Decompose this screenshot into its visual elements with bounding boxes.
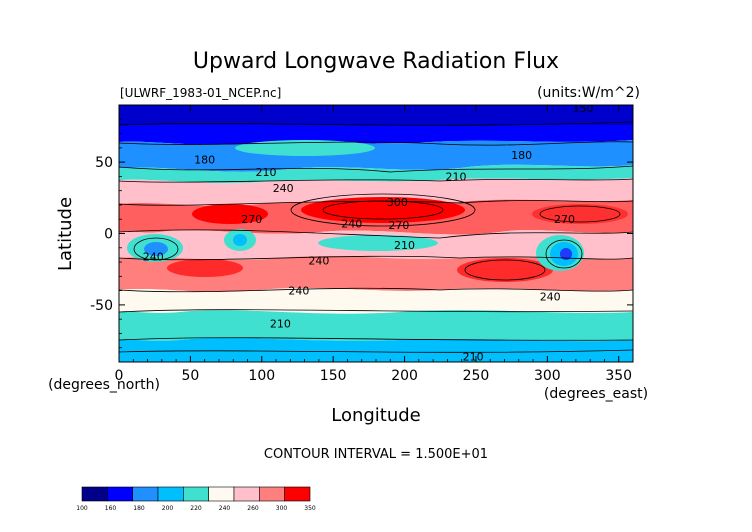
atlantic-hot-core <box>532 204 628 224</box>
colorbar-swatch <box>183 486 209 502</box>
band-south-cold <box>119 338 633 362</box>
colorbar-level-label: 100 <box>76 505 88 512</box>
chart-title: Upward Longwave Radiation Flux <box>193 49 559 74</box>
x-tick-label: 0 <box>115 368 124 384</box>
y-axis-unit-label: (degrees_north) <box>48 377 160 393</box>
contour-label: 210 <box>270 317 291 330</box>
source-file-label: [ULWRF_1983-01_NCEP.nc] <box>120 86 281 100</box>
x-tick-label: 50 <box>181 368 199 384</box>
contour-label: 240 <box>308 255 329 268</box>
colorbar-level-label: 300 <box>276 505 288 512</box>
contour-label: 240 <box>540 290 561 303</box>
contour-lines <box>119 121 633 353</box>
band-south-cool <box>119 310 633 342</box>
x-tick-label: 350 <box>605 368 632 384</box>
contour-loop <box>290 193 476 227</box>
contour-line <box>119 337 633 341</box>
x-axis-unit-label: (degrees_east) <box>544 386 648 402</box>
contour-loop <box>133 237 179 261</box>
contour-line <box>119 349 633 353</box>
contour-label: 210 <box>256 166 277 179</box>
contour-label: 270 <box>241 213 262 226</box>
band-north-deep <box>119 125 633 145</box>
y-axis-ticks: 50 0 -50 <box>90 118 633 349</box>
contour-label: 150 <box>573 102 594 115</box>
africa-hot-core <box>192 204 268 224</box>
colorbar-level-label: 350 <box>304 505 316 512</box>
y-axis-label: Latitude <box>55 197 76 271</box>
contour-label: 240 <box>288 285 309 298</box>
africa-convection-core <box>144 242 168 256</box>
colorbar-swatch <box>132 486 159 502</box>
contour-line <box>119 121 633 126</box>
contour-line <box>119 287 633 293</box>
contour-line <box>119 309 633 313</box>
maritime-continent-core <box>233 234 247 246</box>
y-tick-label: 0 <box>104 227 113 243</box>
contour-label: 210 <box>463 350 484 363</box>
contour-label: 210 <box>394 239 415 252</box>
contour-label: 240 <box>341 218 362 231</box>
colorbar-level-label: 260 <box>247 505 259 512</box>
contour-label: 180 <box>511 149 532 162</box>
units-label: (units:W/m^2) <box>537 85 640 101</box>
contour-labels: 150 180 180 210 210 240 300 270 240 270 210 270 240 2… <box>143 102 594 363</box>
plot-area: 150 180 180 210 210 240 300 270 240 270 210 270 240 2… <box>119 102 633 363</box>
x-tick-label: 250 <box>463 368 490 384</box>
x-tick-label: 300 <box>534 368 561 384</box>
contour-line <box>119 229 633 239</box>
contour-loop <box>545 239 583 269</box>
colorbar-swatch <box>259 486 285 502</box>
x-tick-label: 100 <box>248 368 275 384</box>
colorbar-swatch <box>233 486 260 502</box>
contour-label: 240 <box>143 250 164 263</box>
contour-line <box>119 255 633 261</box>
contour-loop <box>322 200 444 220</box>
contour-line <box>119 178 633 183</box>
contour-loop <box>464 259 546 281</box>
x-tick-label: 200 <box>391 368 418 384</box>
colorbar-level-label: 220 <box>190 505 202 512</box>
band-south-mild <box>119 288 633 314</box>
contour-label: 180 <box>194 153 215 166</box>
y-tick-label: -50 <box>90 298 113 314</box>
contour-label: 210 <box>445 170 466 183</box>
colorbar-level-label: 180 <box>133 505 145 512</box>
north-pacific-cool <box>235 140 375 156</box>
colorbar-level-label: 240 <box>219 505 231 512</box>
colorbar-swatch <box>208 486 235 502</box>
x-tick-label: 150 <box>320 368 347 384</box>
contour-label: 270 <box>554 213 575 226</box>
contour-line <box>119 200 633 206</box>
colorbar-swatch <box>284 486 311 502</box>
colorbar-level-label: 160 <box>105 505 117 512</box>
contour-label: 300 <box>387 196 408 209</box>
flux-bands <box>119 105 633 362</box>
indian-ocean-hot <box>167 259 243 277</box>
x-axis-label: Longitude <box>331 405 421 426</box>
south-pacific-hot <box>457 258 553 282</box>
colorbar-swatch <box>81 486 108 502</box>
contour-loop <box>539 205 621 223</box>
colorbar: 100 160 180 200 220 240 260 300 350 <box>76 486 316 512</box>
x-axis-ticks: 0 50 100 150 200 250 300 350 <box>115 105 632 384</box>
band-north-polar <box>119 105 633 125</box>
colorbar-level-label: 200 <box>162 505 174 512</box>
contour-interval-note: CONTOUR INTERVAL = 1.500E+01 <box>264 447 488 462</box>
band-north-warm <box>119 178 633 206</box>
contour-label: 270 <box>388 219 409 232</box>
colorbar-swatch <box>107 486 133 502</box>
colorbar-swatch <box>157 486 184 502</box>
y-tick-label: 50 <box>95 155 113 171</box>
contour-line <box>119 165 633 173</box>
amazon-convection-core <box>560 248 572 260</box>
pacific-warm-pool-cool <box>318 235 438 251</box>
contour-line <box>119 141 633 146</box>
contour-label: 240 <box>273 182 294 195</box>
